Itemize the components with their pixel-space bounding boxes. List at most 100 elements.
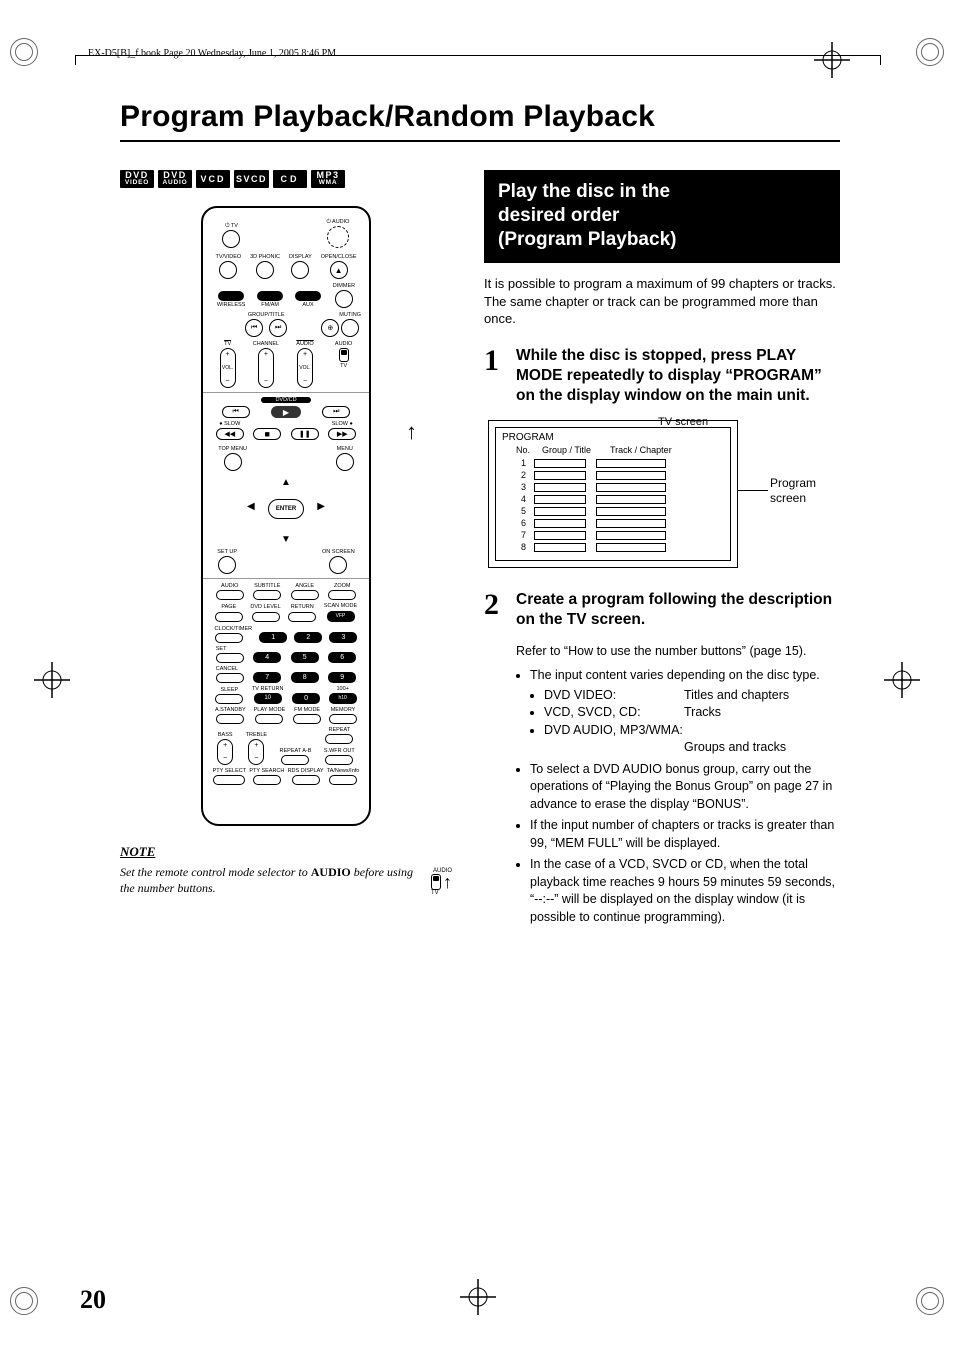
- remote-btn-dimmer: [335, 290, 353, 308]
- remote-diagram: ⏻ TV ⏻ AUDIO TV/VIDEO 3D PHONIC DISPLAY …: [201, 206, 371, 826]
- bullet-item: To select a DVD AUDIO bonus group, carry…: [530, 761, 840, 814]
- remote-btn-1: 1: [259, 632, 287, 643]
- remote-btn-9: 9: [328, 672, 356, 683]
- pointer-line: [738, 490, 768, 491]
- program-row: 3: [516, 482, 724, 492]
- program-row: 6: [516, 518, 724, 528]
- sub-bullet: DVD VIDEO:Titles and chapters: [544, 687, 840, 705]
- remote-btn-repeat: [325, 734, 353, 744]
- remote-btn-memory: [329, 714, 357, 724]
- remote-btn-8: 8: [291, 672, 319, 683]
- section-heading: Play the disc in the desired order (Prog…: [484, 170, 840, 263]
- header-meta-line: EX-D5[B]_f.book Page 20 Wednesday, June …: [88, 48, 336, 59]
- columns: DVDVIDEO DVDAUDIO VCD SVCD CD MP3WMA ⏻ T…: [120, 170, 840, 930]
- remote-btn-openclose: ▲: [330, 261, 348, 279]
- remote-btn-setup: [218, 556, 236, 574]
- note-block: NOTE Set the remote control mode selecto…: [120, 844, 452, 896]
- remote-btn-angle: [291, 590, 319, 600]
- remote-btn-10: 10: [254, 693, 282, 704]
- intro-text: It is possible to program a maximum of 9…: [484, 275, 840, 328]
- remote-btn-7: 7: [253, 672, 281, 683]
- remote-btn-sleep: [215, 694, 243, 704]
- program-table-header: No. Group / Title Track / Chapter: [516, 445, 724, 455]
- note-label: NOTE: [120, 844, 452, 860]
- remote-btn-zoom: [328, 590, 356, 600]
- remote-btn-ptyselect: [213, 775, 245, 785]
- program-row: 8: [516, 542, 724, 552]
- remote-btn-stop: ■: [253, 428, 281, 440]
- remote-btn-subtitle: [253, 590, 281, 600]
- page-frame-right-tick: [880, 55, 881, 65]
- remote-rocker-tv-vol: +VOL.−: [220, 348, 236, 388]
- page-title: Program Playback/Random Playback: [120, 100, 840, 134]
- remote-btn-muting: [341, 319, 359, 337]
- tv-frame: PROGRAM No. Group / Title Track / Chapte…: [488, 420, 738, 568]
- remote-btn-aux: [295, 291, 321, 301]
- tv-screen-label: TV screen: [658, 416, 708, 428]
- crosshair-left: [32, 660, 72, 700]
- program-row: 2: [516, 470, 724, 480]
- remote-btn-topmenu: [224, 453, 242, 471]
- remote-btn-wireless: [218, 291, 244, 301]
- remote-dpad: ▲ ◀ ▶ ▼ ENTER: [241, 475, 331, 545]
- remote-btn-pause: ❚❚: [291, 428, 319, 440]
- remote-rocker-audio-vol: +VOL.−: [297, 348, 313, 388]
- crop-mark-br: [916, 1287, 944, 1315]
- remote-btn-rdsdisplay: [292, 775, 320, 785]
- program-row: 7: [516, 530, 724, 540]
- remote-btn-onscreen: [329, 556, 347, 574]
- tv-screen-diagram: TV screen PROGRAM No. Group / Title Trac…: [488, 420, 840, 568]
- remote-rocker-bass: +−: [217, 739, 233, 765]
- program-row: 1: [516, 458, 724, 468]
- step-1: 1 While the disc is stopped, press PLAY …: [484, 346, 840, 406]
- remote-btn-group-prev: ⏮: [245, 319, 263, 337]
- note-text: Set the remote control mode selector to …: [120, 864, 413, 896]
- badge-vcd: VCD: [196, 170, 230, 188]
- remote-btn-ff: ▶▶: [328, 428, 356, 440]
- remote-btn-vfp: VFP: [327, 611, 355, 622]
- step-2-number: 2: [484, 590, 506, 630]
- remote-btn-dvdlevel: [252, 612, 280, 622]
- page-content: Program Playback/Random Playback DVDVIDE…: [120, 100, 840, 930]
- remote-btn-cancel: [216, 673, 244, 683]
- remote-btn-clocktimer: [215, 633, 243, 643]
- remote-rocker-treble: +−: [248, 739, 264, 765]
- remote-btn-group-next: ⏭: [269, 319, 287, 337]
- step-2: 2 Create a program following the descrip…: [484, 590, 840, 630]
- remote-btn-select: ⊕: [321, 319, 339, 337]
- remote-btn-3: 3: [329, 632, 357, 643]
- remote-btn-5: 5: [291, 652, 319, 663]
- remote-btn-play: ▶: [271, 406, 301, 418]
- remote-btn-page: [215, 612, 243, 622]
- remote-btn-0: 0: [292, 693, 320, 704]
- remote-btn-audio-power: [327, 226, 349, 248]
- step-1-title: While the disc is stopped, press PLAY MO…: [516, 346, 840, 406]
- step-2-refer: Refer to “How to use the number buttons”…: [516, 643, 840, 660]
- remote-wrap: ⏻ TV ⏻ AUDIO TV/VIDEO 3D PHONIC DISPLAY …: [120, 206, 452, 826]
- crosshair-bottom: [458, 1277, 498, 1317]
- step-1-number: 1: [484, 346, 506, 406]
- remote-btn-rew: ◀◀: [216, 428, 244, 440]
- remote-btn-tv-power: [222, 230, 240, 248]
- remote-btn-tvvideo: [219, 261, 237, 279]
- remote-btn-h10: h10: [329, 693, 357, 704]
- badge-dvd-audio: DVDAUDIO: [158, 170, 192, 188]
- page-frame-left-tick: [75, 55, 76, 65]
- remote-btn-audio2: [216, 590, 244, 600]
- remote-btn-ptysearch: [253, 775, 281, 785]
- tv-inner: PROGRAM No. Group / Title Track / Chapte…: [495, 427, 731, 561]
- remote-btn-6: 6: [328, 652, 356, 663]
- step-2-title: Create a program following the descripti…: [516, 590, 840, 630]
- remote-btn-set: [216, 653, 244, 663]
- remote-btn-2: 2: [294, 632, 322, 643]
- program-row: 5: [516, 506, 724, 516]
- crop-mark-tl: [10, 38, 38, 66]
- crosshair-right: [882, 660, 922, 700]
- badge-cd: CD: [273, 170, 307, 188]
- remote-btn-3dphonic: [256, 261, 274, 279]
- remote-btn-tanews: [329, 775, 357, 785]
- remote-btn-display: [291, 261, 309, 279]
- sub-bullet: VCD, SVCD, CD:Tracks: [544, 704, 840, 722]
- right-column: Play the disc in the desired order (Prog…: [484, 170, 840, 930]
- bullet-item: The input content varies depending on th…: [530, 667, 840, 757]
